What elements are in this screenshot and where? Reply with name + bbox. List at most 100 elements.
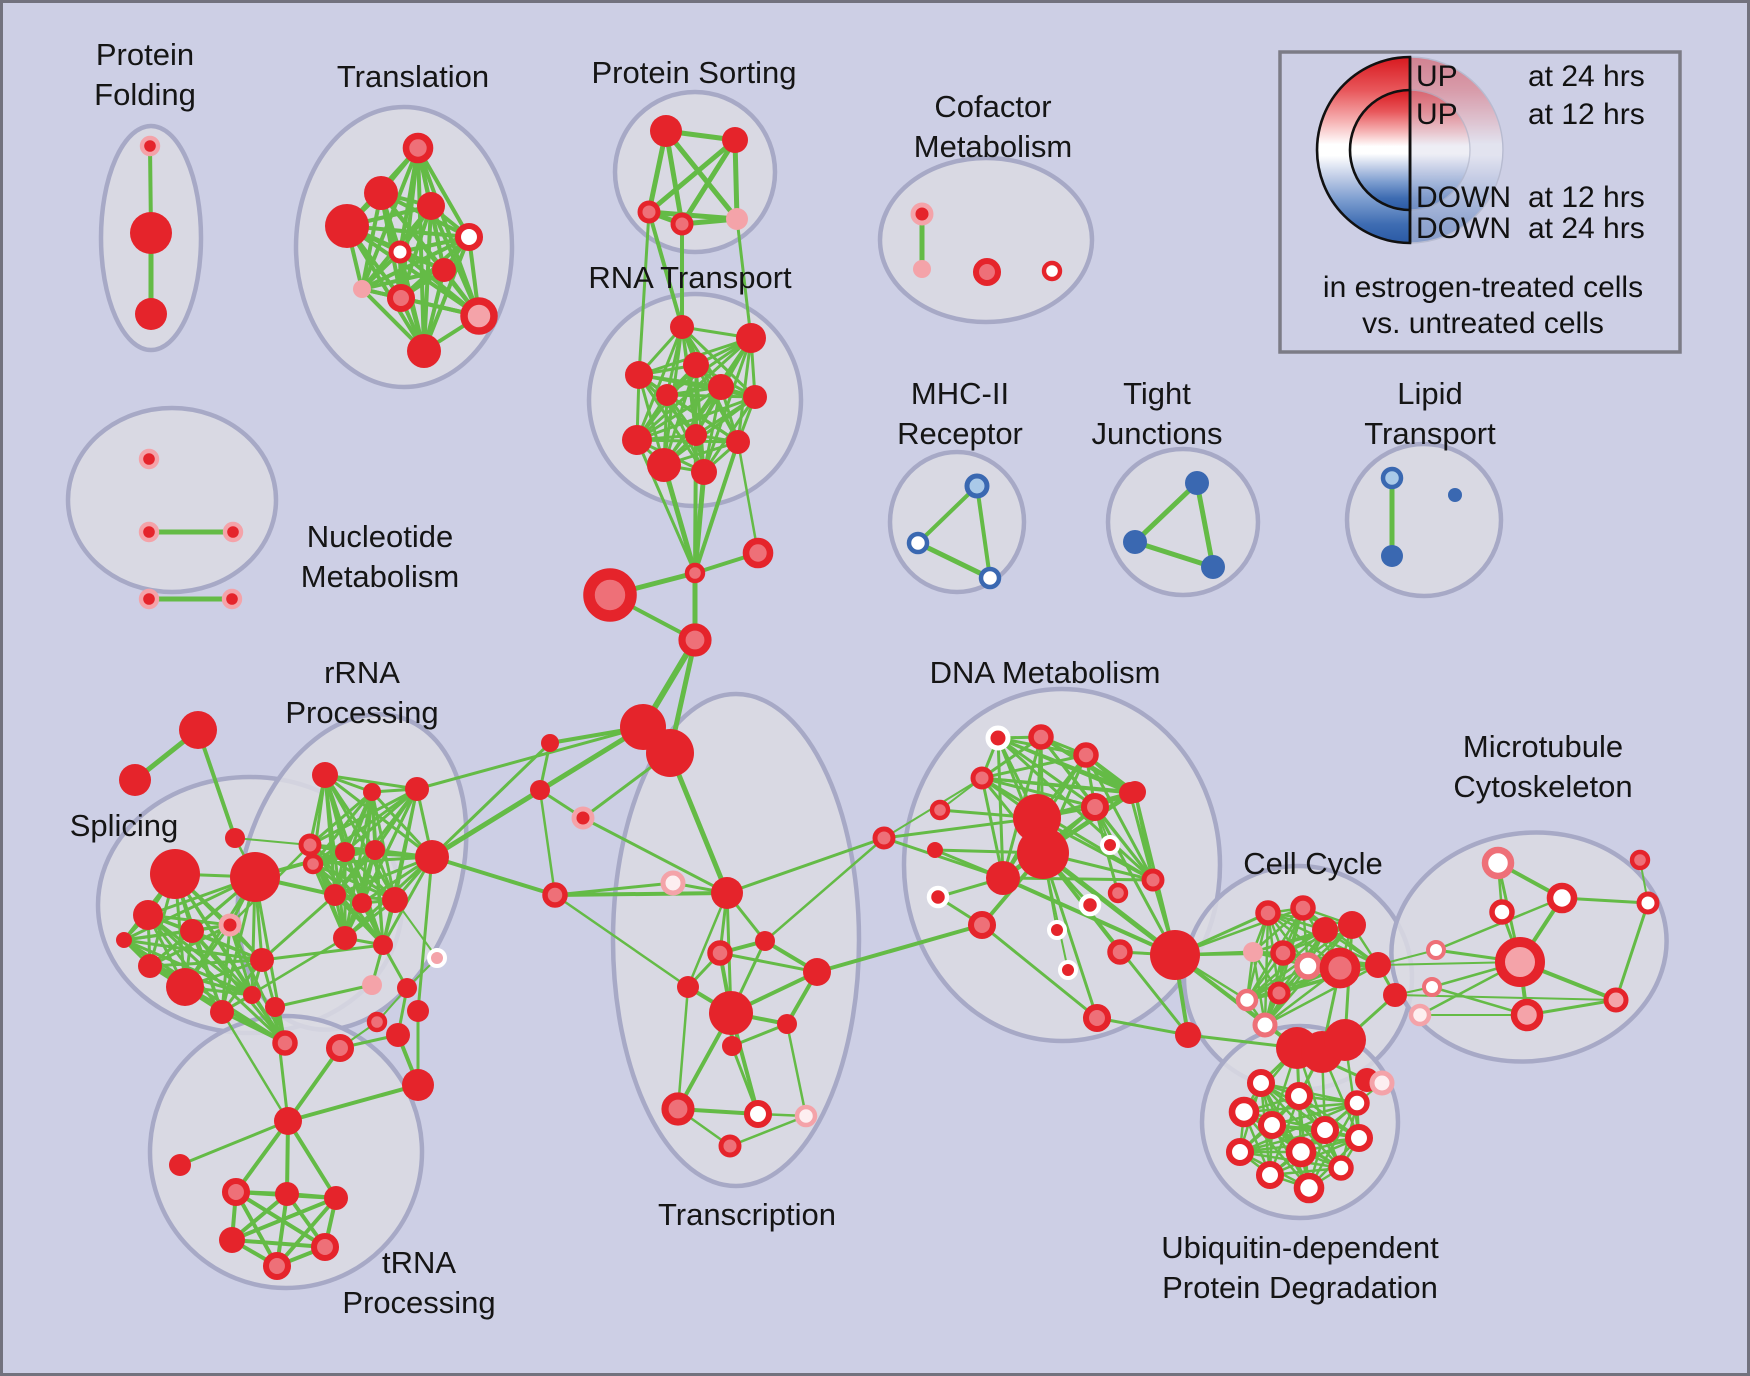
node-rr20	[407, 1000, 429, 1022]
node-tr10	[661, 1092, 695, 1126]
label-tight-junctions: Tight Junctions	[1092, 376, 1223, 451]
edge-tr4-tr6	[718, 951, 819, 974]
edge-rt9-ch1	[693, 433, 698, 575]
legend-box	[1278, 50, 1682, 354]
edge-tr3-d12	[763, 836, 886, 943]
node-x2	[119, 764, 151, 796]
edge-d21-d9	[1041, 851, 1099, 1020]
edge-tj1-tj3	[1194, 480, 1216, 570]
node-ps3	[637, 200, 661, 224]
legend-time-0: at 24 hrs	[1528, 60, 1645, 93]
edge-rt7-rt11	[662, 395, 757, 467]
edge-h5-tr1	[581, 816, 729, 895]
node-t2	[364, 176, 398, 210]
node-d5	[929, 799, 951, 821]
edge-rr8-h6	[430, 855, 557, 897]
node-d9	[1017, 827, 1069, 879]
legend-dir-3: DOWN	[1416, 212, 1511, 245]
node-tp6	[219, 1227, 245, 1253]
node-rr8	[415, 840, 449, 874]
cluster-mhc-ii-receptor	[887, 449, 1027, 595]
node-ch4	[678, 623, 712, 657]
node-x3	[225, 828, 245, 848]
edge-x1-x3	[196, 728, 237, 840]
node-mc8	[1629, 849, 1651, 871]
edge-d4-d10	[980, 776, 1005, 880]
node-t3	[325, 204, 369, 248]
node-rr7	[365, 840, 385, 860]
node-d18	[1107, 882, 1129, 904]
node-rr13	[373, 935, 393, 955]
edge-s8-s12	[122, 938, 264, 962]
node-t10	[460, 297, 498, 335]
edge-d3-d4	[980, 753, 1088, 780]
edge-tr6-d14	[815, 923, 984, 974]
node-s10	[272, 1030, 298, 1056]
edge-tp1-tp2	[178, 1119, 290, 1167]
node-cb1	[1426, 940, 1446, 960]
node-cc11	[1252, 1012, 1278, 1038]
node-rt5	[656, 384, 678, 406]
edge-t1-t11	[416, 146, 426, 353]
edge-rt5-rt10	[665, 393, 740, 444]
node-m1	[964, 473, 990, 499]
label-cell-cycle: Cell Cycle	[1243, 846, 1383, 881]
label-translation: Translation	[337, 59, 489, 94]
label-transcription: Transcription	[658, 1197, 836, 1232]
node-ch3	[583, 568, 637, 622]
node-rr19	[386, 1023, 410, 1047]
edge-rr9-rr13	[333, 893, 385, 947]
node-cc10	[1267, 981, 1291, 1005]
node-d17	[1047, 920, 1067, 940]
node-cc8	[1319, 947, 1361, 989]
edge-tp5-tp6	[230, 1196, 338, 1242]
edge-ps2-ps3	[646, 137, 738, 215]
node-t4	[417, 192, 445, 220]
node-rr9	[324, 884, 346, 906]
node-mc7	[1636, 891, 1660, 915]
node-tr11	[743, 1099, 773, 1129]
node-d1	[985, 725, 1011, 751]
node-d12	[872, 826, 896, 850]
node-u1	[1246, 1068, 1276, 1098]
node-s4	[180, 919, 204, 943]
node-rr14	[427, 948, 447, 968]
node-d15	[1100, 835, 1120, 855]
edge-rt2-rt8	[635, 336, 753, 442]
node-rr10	[352, 893, 372, 913]
node-tp2	[169, 1154, 191, 1176]
node-h6	[542, 882, 568, 908]
node-tp7	[310, 1232, 340, 1262]
edge-h1-rr3	[415, 725, 645, 791]
node-mc2	[1546, 882, 1578, 914]
edge-rt10-ch1	[693, 440, 740, 575]
node-cc1	[1255, 900, 1281, 926]
node-d24	[1141, 868, 1165, 892]
node-h2	[646, 729, 694, 777]
edge-rr15-rr17	[273, 983, 374, 1009]
node-n5	[221, 588, 243, 610]
node-rt7	[743, 385, 767, 409]
node-tp1	[274, 1107, 302, 1135]
node-u9	[1328, 1155, 1354, 1181]
node-rt9	[685, 424, 707, 446]
node-s8	[250, 948, 274, 972]
edge-rr1-rr3	[323, 773, 419, 791]
node-s7	[166, 968, 204, 1006]
edge-ps3-rt1	[647, 210, 684, 329]
edge-tj2-tj3	[1132, 539, 1216, 570]
edge-tp1-tp3	[234, 1119, 290, 1194]
edge-h6-tr5	[553, 893, 690, 989]
node-pf3	[135, 298, 167, 330]
node-cc6	[1270, 940, 1296, 966]
edge-rr17-tp1	[273, 1005, 290, 1123]
edge-t7-t8	[360, 268, 446, 291]
edge-tr1-d12	[725, 836, 886, 895]
edge-s9-tp1	[220, 1010, 290, 1123]
node-u12	[1344, 1090, 1370, 1116]
edge-s5-s6	[148, 923, 232, 968]
node-rr21	[366, 1011, 388, 1033]
node-t8	[353, 280, 371, 298]
node-cf4	[1041, 260, 1063, 282]
